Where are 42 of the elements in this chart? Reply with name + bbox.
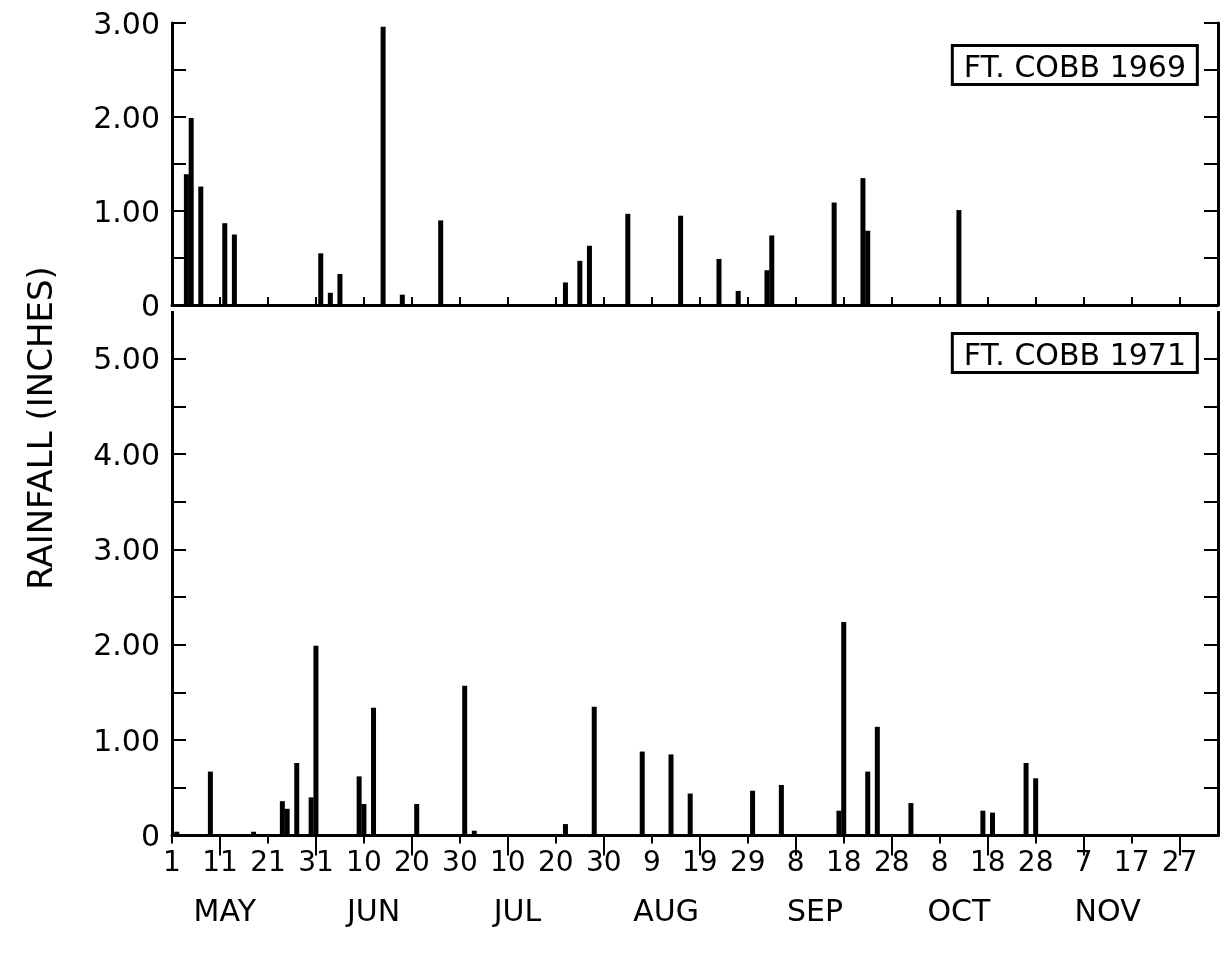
text: JUN: [344, 893, 401, 928]
x-tick-label: 18: [825, 845, 862, 878]
text: OCT: [927, 893, 992, 928]
text: NOV: [1074, 893, 1142, 928]
y-tick-label: 1.00: [93, 722, 160, 758]
y-tick-label: 3.00: [93, 5, 160, 41]
y-tick-label: 4.00: [93, 436, 160, 472]
x-tick-label: 29: [729, 845, 766, 878]
y-tick-label: 0: [140, 287, 160, 323]
y-tick-label: 5.00: [93, 341, 160, 377]
x-tick-label: 20: [394, 845, 430, 878]
text: FT. COBB 1971: [963, 336, 1187, 372]
text: AUG: [633, 893, 700, 928]
x-tick-label: 19: [681, 845, 718, 878]
x-tick-label: 7: [1074, 845, 1093, 878]
y-tick-label: 2.00: [93, 627, 160, 663]
x-tick-label: 18: [969, 845, 1006, 878]
x-tick-label: 10: [490, 845, 526, 878]
x-tick-label: 30: [442, 845, 478, 878]
y-tick-label: 2.00: [93, 99, 160, 135]
x-tick-label: 8: [786, 845, 805, 878]
x-tick-label: 1: [163, 845, 181, 878]
text: SEP: [786, 893, 843, 928]
y-axis-title: RAINFALL (INCHES): [20, 266, 60, 590]
x-tick-label: 27: [1161, 845, 1198, 878]
x-tick-label: 20: [538, 845, 574, 878]
x-tick-label: 10: [346, 845, 382, 878]
x-tick-label: 9: [642, 845, 661, 878]
x-tick-label: 8: [930, 845, 949, 878]
x-tick-label: 30: [586, 845, 622, 878]
x-tick-label: 31: [298, 845, 334, 878]
x-tick-label: 17: [1113, 845, 1150, 878]
text: FT. COBB 1969: [963, 48, 1187, 84]
x-tick-label: 28: [1017, 845, 1054, 878]
x-tick-label: 11: [202, 845, 238, 878]
x-tick-label: 28: [873, 845, 910, 878]
y-tick-label: 3.00: [93, 531, 160, 567]
text: MAY: [193, 893, 257, 928]
y-tick-label: 0: [140, 818, 160, 853]
y-tick-label: 1.00: [93, 193, 160, 229]
x-tick-label: 21: [250, 845, 286, 878]
text: JUL: [491, 893, 542, 928]
